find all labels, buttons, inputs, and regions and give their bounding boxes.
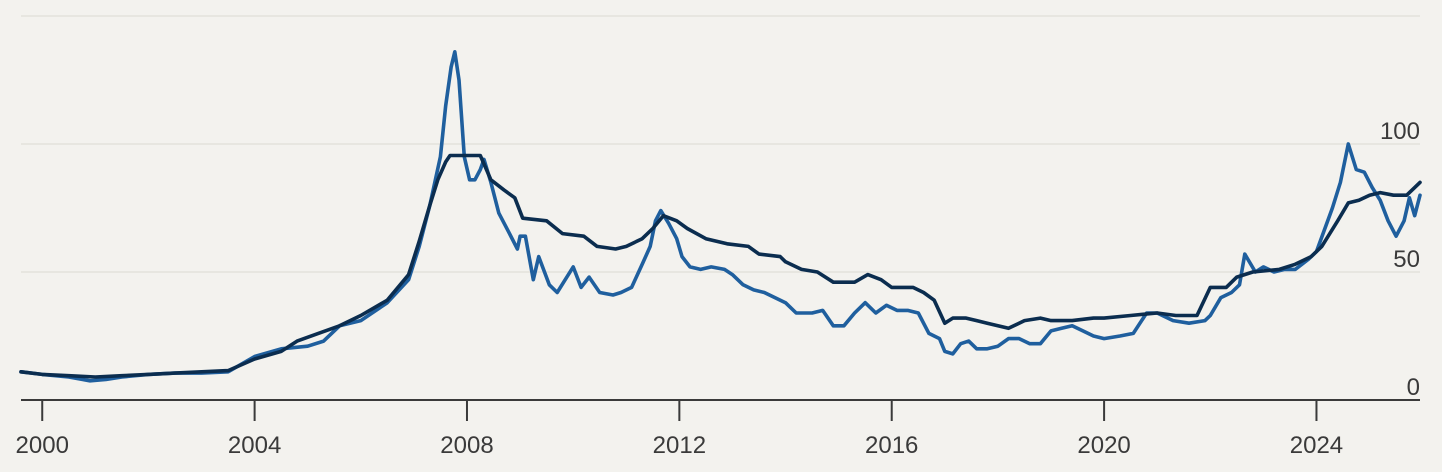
y-tick-label-0: 0 [1407, 374, 1420, 401]
y-axis-labels: 0 50 100 [1380, 118, 1420, 401]
x-tick-label-2020: 2020 [1077, 432, 1130, 459]
x-tick-label-2000: 2000 [16, 432, 69, 459]
x-axis: 2000 2004 2008 2012 2016 2020 2024 [16, 399, 1420, 459]
series-lines [19, 50, 1422, 383]
x-tick-label-2004: 2004 [228, 432, 281, 459]
x-tick-label-2016: 2016 [865, 432, 918, 459]
x-tick-label-2008: 2008 [440, 432, 493, 459]
series-line-1 [19, 50, 1422, 383]
y-tick-label-100: 100 [1380, 118, 1420, 145]
series-line-2 [19, 153, 1422, 379]
gridlines [21, 15, 1420, 273]
x-tick-label-2012: 2012 [653, 432, 706, 459]
x-tick-label-2024: 2024 [1290, 432, 1343, 459]
y-tick-label-50: 50 [1393, 246, 1420, 273]
